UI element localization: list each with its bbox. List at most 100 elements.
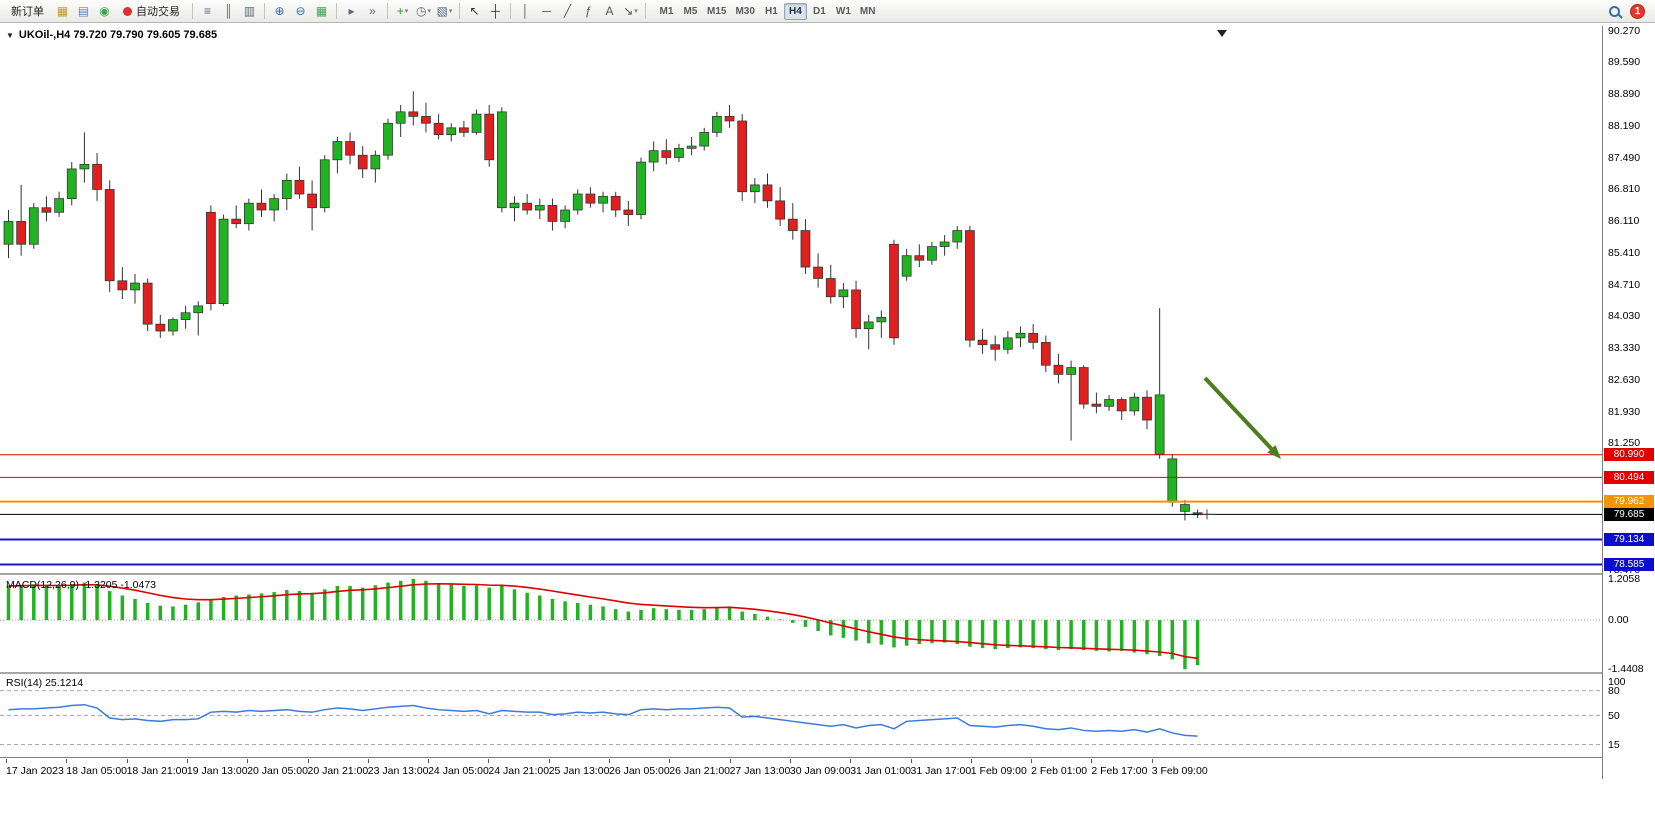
new-order-button-label: 新订单: [11, 6, 44, 18]
tile-windows-button[interactable]: ▦: [312, 2, 331, 21]
trendline-button[interactable]: ╱: [558, 2, 577, 21]
time-tick: [367, 759, 369, 763]
time-label: 2 Feb 01:00: [1031, 765, 1088, 777]
price-axis[interactable]: 90.270 89.590 88.890 88.190 87.490 86.810 86.1…: [1602, 25, 1655, 779]
toolbar-separator: [459, 3, 460, 19]
timeframe-m5[interactable]: M5: [683, 5, 698, 17]
time-tick: [729, 759, 731, 763]
time-label: 19 Jan 13:00: [186, 765, 248, 777]
time-label: 24 Jan 21:00: [488, 765, 550, 777]
price-axis-label: 85.410: [1608, 246, 1641, 259]
time-axis[interactable]: 17 Jan 2023 18 Jan 05:00 18 Jan 21:00 19 Ja…: [0, 757, 1602, 780]
timeframe-m30[interactable]: M30: [735, 5, 755, 17]
auto-scroll-icon: »: [369, 4, 376, 18]
time-label: 26 Jan 21:00: [669, 765, 731, 777]
price-badge-80.990: 80.990: [1604, 448, 1654, 462]
auto-scroll-button[interactable]: »: [363, 2, 382, 21]
chart-shift-icon: ▸: [348, 4, 355, 18]
time-tick: [669, 759, 671, 763]
candle-chart-button[interactable]: ▥: [240, 2, 259, 21]
text-label-icon: A: [605, 4, 614, 18]
zoom-out-icon: ⊖: [295, 4, 306, 18]
dropdown-caret-icon: ▾: [634, 8, 638, 15]
price-axis-label: 88.190: [1608, 119, 1641, 132]
zoom-in-button[interactable]: ⊕: [270, 2, 289, 21]
charts-window-button[interactable]: ▦: [53, 2, 72, 21]
rsi-axis-label: 15: [1608, 738, 1620, 751]
candle-chart-icon: ▥: [243, 4, 256, 18]
tile-windows-icon: ▦: [315, 4, 328, 18]
time-tick: [1151, 759, 1153, 763]
bar-chart-button[interactable]: ║: [219, 2, 238, 21]
time-label: 18 Jan 21:00: [126, 765, 188, 777]
trendline-icon: ╱: [563, 4, 572, 18]
search-button[interactable]: [1605, 2, 1624, 21]
tick-chart-button[interactable]: ≡: [198, 2, 217, 21]
timeframe-m1[interactable]: M1: [659, 5, 674, 17]
new-order-button[interactable]: 新订单: [4, 2, 51, 21]
timeframe-d1[interactable]: D1: [813, 5, 826, 17]
macd-axis-label: -1.4408: [1608, 663, 1644, 676]
periods-icon: ◷: [416, 4, 427, 18]
panel-divider[interactable]: [0, 672, 1655, 674]
timeframe-w1[interactable]: W1: [835, 5, 851, 17]
toolbar-separator: [336, 3, 337, 19]
macd-title: MACD(12,26,9) -1.3205 -1.0473: [6, 579, 156, 591]
cursor-button[interactable]: ↖: [465, 2, 484, 21]
market-watch-icon: ◉: [99, 4, 110, 18]
candles: [3, 91, 1203, 521]
price-axis-label: 81.930: [1608, 405, 1641, 418]
text-label-button[interactable]: A: [600, 2, 619, 21]
chart-shift-button[interactable]: ▸: [342, 2, 361, 21]
crosshair-button[interactable]: ┼: [486, 2, 505, 21]
fibonacci-button[interactable]: ƒ: [579, 2, 598, 21]
timeframe-h1[interactable]: H1: [765, 5, 778, 17]
market-watch-button[interactable]: ◉: [95, 2, 114, 21]
charts-window-icon: ▦: [56, 4, 69, 18]
shapes-button[interactable]: ↘ ▾: [621, 2, 640, 21]
time-label: 23 Jan 13:00: [367, 765, 429, 777]
macd-axis-label: 0.00: [1608, 614, 1629, 627]
scroll-to-end-icon[interactable]: [1217, 30, 1227, 37]
toolbar-separator: [387, 3, 388, 19]
candlestick-chart[interactable]: [0, 26, 1602, 573]
price-axis-label: 89.590: [1608, 56, 1641, 69]
timeframe-h4[interactable]: H4: [783, 2, 807, 20]
time-label: 30 Jan 09:00: [789, 765, 851, 777]
price-badge-80.494: 80.494: [1604, 470, 1654, 484]
rsi-panel[interactable]: [0, 674, 1602, 757]
macd-panel[interactable]: [0, 575, 1602, 672]
templates-button[interactable]: ▧ ▾: [435, 2, 454, 21]
time-label: 17 Jan 2023: [6, 765, 64, 777]
profiles-button[interactable]: ▤: [74, 2, 93, 21]
time-tick: [910, 759, 912, 763]
rsi-axis-label: 50: [1608, 709, 1620, 722]
price-axis-label: 88.890: [1608, 88, 1641, 101]
time-label: 20 Jan 05:00: [247, 765, 308, 777]
price-axis-label: 83.330: [1608, 341, 1641, 354]
timeframe-m15[interactable]: M15: [707, 5, 727, 17]
timeframe-mn[interactable]: MN: [859, 5, 876, 17]
horizontal-line-button[interactable]: ─: [537, 2, 556, 21]
search-icon: [1609, 5, 1620, 17]
time-tick: [970, 759, 972, 763]
price-axis-label: 84.030: [1608, 309, 1641, 322]
price-axis-label: 86.110: [1608, 214, 1640, 227]
vertical-line-button[interactable]: │: [516, 2, 535, 21]
dropdown-caret-icon: ▾: [448, 8, 453, 15]
trend-arrow[interactable]: [1203, 376, 1273, 451]
notification-badge[interactable]: 1: [1630, 3, 1645, 19]
trend-arrow-head-icon[interactable]: [1267, 445, 1281, 459]
macd-axis-label: 1.2058: [1608, 572, 1641, 585]
panel-divider[interactable]: [0, 573, 1655, 575]
chart-collapse-icon[interactable]: ▼: [6, 30, 14, 40]
periods-button[interactable]: ◷ ▾: [414, 2, 433, 21]
cursor-icon: ↖: [469, 4, 480, 18]
templates-icon: ▧: [436, 4, 448, 18]
auto-trading-button[interactable]: 自动交易: [116, 2, 187, 21]
price-badge-78.585: 78.585: [1604, 558, 1654, 572]
price-axis-label: 84.710: [1608, 278, 1641, 291]
indicators-button[interactable]: + ▾: [393, 2, 412, 21]
zoom-out-button[interactable]: ⊖: [291, 2, 310, 21]
time-tick: [548, 759, 550, 763]
